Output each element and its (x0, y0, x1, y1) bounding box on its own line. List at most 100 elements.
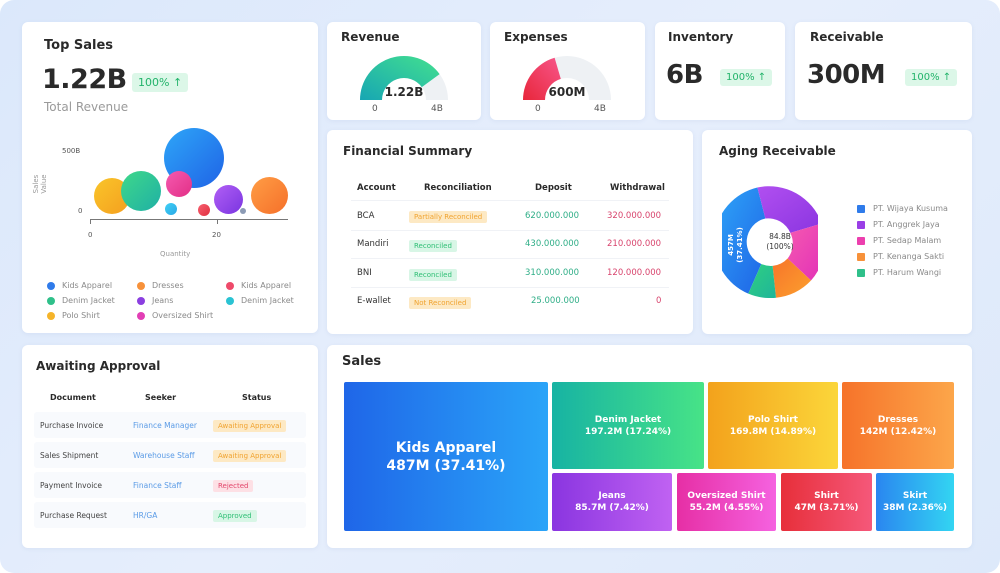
segment-pct: (37.41%) (736, 227, 744, 263)
legend-item-denim-jacket-2[interactable]: Denim Jacket (226, 296, 294, 305)
reconciliation-status-badge: Not Reconciled (409, 297, 472, 309)
bubble-oversized-shirt[interactable] (166, 171, 192, 197)
inventory-card: Inventory 6B 100% ↑ (655, 22, 785, 120)
legend-item-dresses[interactable]: Dresses (137, 281, 184, 290)
x-tick-mark-0 (90, 219, 91, 224)
seeker-name[interactable]: Finance Manager (133, 421, 197, 430)
legend-label: PT. Sedap Malam (873, 236, 942, 245)
tile-jeans[interactable]: Jeans 85.7M (7.42%) (552, 473, 672, 531)
aging-donut-chart (722, 186, 818, 298)
header-divider (351, 200, 669, 201)
tile-shirt[interactable]: Shirt 47M (3.71%) (781, 473, 872, 531)
bubble-jeans[interactable] (214, 185, 243, 214)
reconciliation-status-badge: Partially Reconciled (409, 211, 488, 223)
legend-label: Jeans (152, 296, 174, 305)
aging-receivable-card: Aging Receivable 457M (37.41%) 84.8B (10… (702, 130, 972, 334)
legend-item-sedap-malam[interactable]: PT. Sedap Malam (857, 236, 941, 245)
bubble-denim-jacket[interactable] (121, 171, 161, 211)
legend-item-kids-apparel[interactable]: Kids Apparel (47, 281, 112, 290)
reconciliation-status-badge: Reconciled (409, 240, 457, 252)
approval-status-badge: Awaiting Approval (213, 420, 287, 432)
x-tick-20: 20 (212, 231, 221, 239)
financial-summary-title: Financial Summary (343, 144, 473, 158)
account-bni: BNI (357, 268, 372, 278)
tile-name: Denim Jacket (594, 414, 662, 425)
inventory-value: 6B (666, 60, 703, 90)
approval-row[interactable] (34, 472, 306, 498)
seeker-name[interactable]: Finance Staff (133, 481, 182, 490)
legend-dot-icon (137, 296, 145, 305)
bubble-small-gray[interactable] (240, 208, 246, 214)
deposit-value: 25.000.000 (531, 296, 580, 306)
withdrawal-value: 320.000.000 (607, 211, 662, 221)
receivable-change-value: 100% (911, 72, 940, 83)
bubble-dresses[interactable] (251, 177, 288, 214)
deposit-value: 620.000.000 (525, 211, 580, 221)
legend-item-oversized-shirt[interactable]: Oversized Shirt (137, 311, 213, 320)
col-reconciliation: Reconciliation (424, 183, 492, 193)
tile-value: 85.7M (7.42%) (575, 503, 649, 513)
legend-item-kenanga-sakti[interactable]: PT. Kenanga Sakti (857, 252, 944, 261)
approval-status-badge: Awaiting Approval (213, 450, 287, 462)
tile-name: Skirt (902, 491, 928, 501)
awaiting-approval-title: Awaiting Approval (36, 359, 161, 373)
tile-name: Dresses (877, 414, 919, 425)
legend-square-icon (857, 252, 865, 261)
legend-square-icon (857, 268, 865, 277)
receivable-title: Receivable (810, 30, 884, 44)
tile-value: 55.2M (4.55%) (689, 503, 764, 513)
tile-value: 487M (37.41%) (386, 457, 506, 474)
withdrawal-value: 210.000.000 (607, 239, 662, 249)
row-divider (351, 258, 669, 259)
legend-item-denim-jacket[interactable]: Denim Jacket (47, 296, 115, 305)
tile-skirt[interactable]: Skirt 38M (2.36%) (876, 473, 954, 531)
legend-dot-icon (226, 281, 234, 290)
tile-name: Kids Apparel (395, 439, 497, 456)
revenue-gauge-min: 0 (372, 104, 378, 114)
tile-dresses[interactable]: Dresses 142M (12.42%) (842, 382, 954, 469)
donut-center-label: 84.8B (100%) (750, 232, 810, 252)
tile-kids-apparel[interactable]: Kids Apparel 487M (37.41%) (344, 382, 548, 531)
bubble-kids-apparel-red[interactable] (198, 204, 210, 216)
tile-name: Oversized Shirt (687, 491, 766, 501)
document-name: Purchase Request (40, 511, 107, 520)
tile-polo-shirt[interactable]: Polo Shirt 169.8M (14.89%) (708, 382, 838, 469)
seeker-name[interactable]: HR/GA (133, 511, 158, 520)
legend-label: Denim Jacket (241, 296, 294, 305)
legend-item-kids-apparel-2[interactable]: Kids Apparel (226, 281, 291, 290)
legend-label: Denim Jacket (62, 296, 115, 305)
row-divider (351, 287, 669, 288)
approval-row[interactable] (34, 502, 306, 528)
financial-summary-card: Financial Summary Account Reconciliation… (327, 130, 693, 334)
expenses-card: Expenses 600M 0 4B (490, 22, 645, 120)
expenses-gauge (523, 56, 611, 100)
seeker-name[interactable]: Warehouse Staff (133, 451, 195, 460)
account-mandiri: Mandiri (357, 239, 389, 249)
revenue-card: Revenue 1.22B 0 4B (327, 22, 481, 120)
legend-item-polo-shirt[interactable]: Polo Shirt (47, 311, 100, 320)
tile-oversized-shirt[interactable]: Oversized Shirt 55.2M (4.55%) (677, 473, 776, 531)
tile-value: 169.8M (14.89%) (729, 426, 817, 437)
center-total: 84.8B (769, 232, 791, 241)
approval-status-badge: Approved (213, 510, 257, 522)
tile-denim-jacket[interactable]: Denim Jacket 197.2M (17.24%) (552, 382, 704, 469)
arrow-up-icon: ↑ (172, 76, 183, 89)
legend-label: Polo Shirt (62, 311, 100, 320)
legend-item-harum-wangi[interactable]: PT. Harum Wangi (857, 268, 941, 277)
legend-label: PT. Anggrek Jaya (873, 220, 940, 229)
awaiting-approval-card: Awaiting Approval Document Seeker Status… (22, 345, 318, 548)
legend-label: PT. Kenanga Sakti (873, 252, 945, 261)
change-value: 100% (138, 76, 170, 89)
legend-label: Kids Apparel (62, 281, 113, 290)
row-divider (351, 230, 669, 231)
x-tick-mark-20 (217, 219, 218, 224)
legend-item-wijaya-kusuma[interactable]: PT. Wijaya Kusuma (857, 204, 948, 213)
bubble-denim-jacket-small[interactable] (165, 203, 177, 215)
legend-item-anggrek-jaya[interactable]: PT. Anggrek Jaya (857, 220, 940, 229)
top-sales-card: Top Sales 1.22B 100% ↑ Total Revenue Sal… (22, 22, 318, 333)
expenses-gauge-min: 0 (535, 104, 541, 114)
legend-item-jeans[interactable]: Jeans (137, 296, 173, 305)
revenue-title: Revenue (341, 30, 400, 44)
legend-square-icon (857, 236, 865, 245)
center-pct: (100%) (766, 242, 794, 251)
